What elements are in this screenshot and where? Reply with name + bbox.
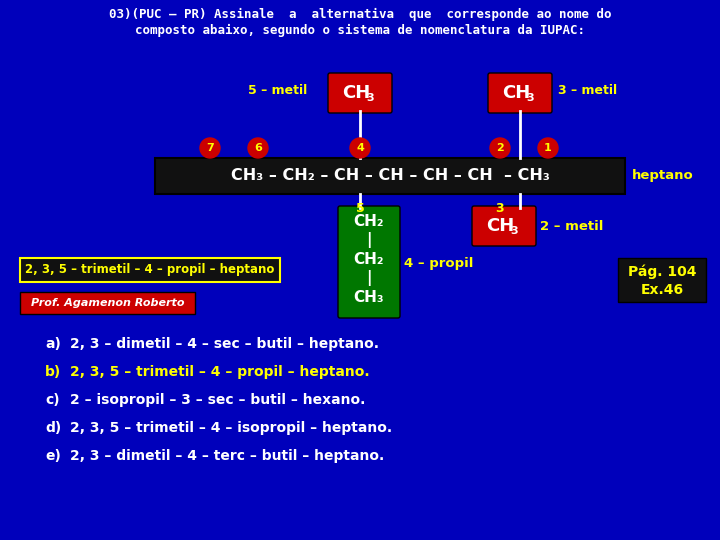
Text: 2, 3, 5 – trimetil – 4 – propil – heptano: 2, 3, 5 – trimetil – 4 – propil – heptan…	[25, 264, 275, 276]
Text: CH: CH	[486, 217, 514, 235]
Bar	[20, 292, 195, 314]
Text: 3: 3	[495, 202, 504, 215]
Text: Pág. 104: Pág. 104	[628, 265, 696, 279]
Text: 1: 1	[544, 143, 552, 153]
Circle shape	[350, 138, 370, 158]
FancyBboxPatch shape	[338, 206, 400, 318]
Text: 3 – metil: 3 – metil	[558, 84, 617, 97]
Text: c): c)	[45, 393, 60, 407]
Bar	[155, 158, 625, 194]
Circle shape	[248, 138, 268, 158]
FancyBboxPatch shape	[488, 73, 552, 113]
Text: 2, 3 – dimetil – 4 – terc – butil – heptano.: 2, 3 – dimetil – 4 – terc – butil – hept…	[70, 449, 384, 463]
Circle shape	[490, 138, 510, 158]
Text: 03)(PUC – PR) Assinale  a  alternativa  que  corresponde ao nome do: 03)(PUC – PR) Assinale a alternativa que…	[109, 8, 611, 21]
Text: CH₂: CH₂	[354, 253, 384, 267]
Bar	[618, 258, 706, 302]
Text: 2 – metil: 2 – metil	[540, 220, 603, 233]
Text: composto abaixo, segundo o sistema de nomenclatura da IUPAC:: composto abaixo, segundo o sistema de no…	[135, 24, 585, 37]
Text: 2 – isopropil – 3 – sec – butil – hexano.: 2 – isopropil – 3 – sec – butil – hexano…	[70, 393, 365, 407]
Text: Prof. Agamenon Roberto: Prof. Agamenon Roberto	[31, 298, 184, 308]
Text: 7: 7	[206, 143, 214, 153]
Circle shape	[200, 138, 220, 158]
Text: CH: CH	[502, 84, 530, 102]
Text: 4 – propil: 4 – propil	[404, 256, 473, 269]
Text: 5: 5	[356, 202, 364, 215]
Text: 5 – metil: 5 – metil	[248, 84, 307, 97]
Text: 2: 2	[496, 143, 504, 153]
Text: b): b)	[45, 365, 61, 379]
Text: Ex.46: Ex.46	[640, 283, 683, 297]
Text: 2, 3, 5 – trimetil – 4 – propil – heptano.: 2, 3, 5 – trimetil – 4 – propil – heptan…	[70, 365, 369, 379]
Text: 3: 3	[366, 93, 374, 103]
Text: 3: 3	[510, 226, 518, 236]
Bar	[20, 258, 280, 282]
Text: heptano: heptano	[632, 170, 694, 183]
FancyBboxPatch shape	[328, 73, 392, 113]
Circle shape	[538, 138, 558, 158]
Text: |: |	[366, 270, 372, 286]
Text: CH₃: CH₃	[354, 291, 384, 306]
Text: 6: 6	[254, 143, 262, 153]
Text: 4: 4	[356, 143, 364, 153]
Text: CH: CH	[342, 84, 370, 102]
Text: |: |	[366, 232, 372, 248]
Text: d): d)	[45, 421, 61, 435]
Text: e): e)	[45, 449, 61, 463]
Text: 3: 3	[526, 93, 534, 103]
Text: 2, 3, 5 – trimetil – 4 – isopropil – heptano.: 2, 3, 5 – trimetil – 4 – isopropil – hep…	[70, 421, 392, 435]
Text: 2, 3 – dimetil – 4 – sec – butil – heptano.: 2, 3 – dimetil – 4 – sec – butil – hepta…	[70, 337, 379, 351]
Text: a): a)	[45, 337, 61, 351]
Text: CH₃ – CH₂ – CH – CH – CH – CH  – CH₃: CH₃ – CH₂ – CH – CH – CH – CH – CH₃	[230, 168, 549, 184]
Text: CH₂: CH₂	[354, 214, 384, 230]
FancyBboxPatch shape	[472, 206, 536, 246]
